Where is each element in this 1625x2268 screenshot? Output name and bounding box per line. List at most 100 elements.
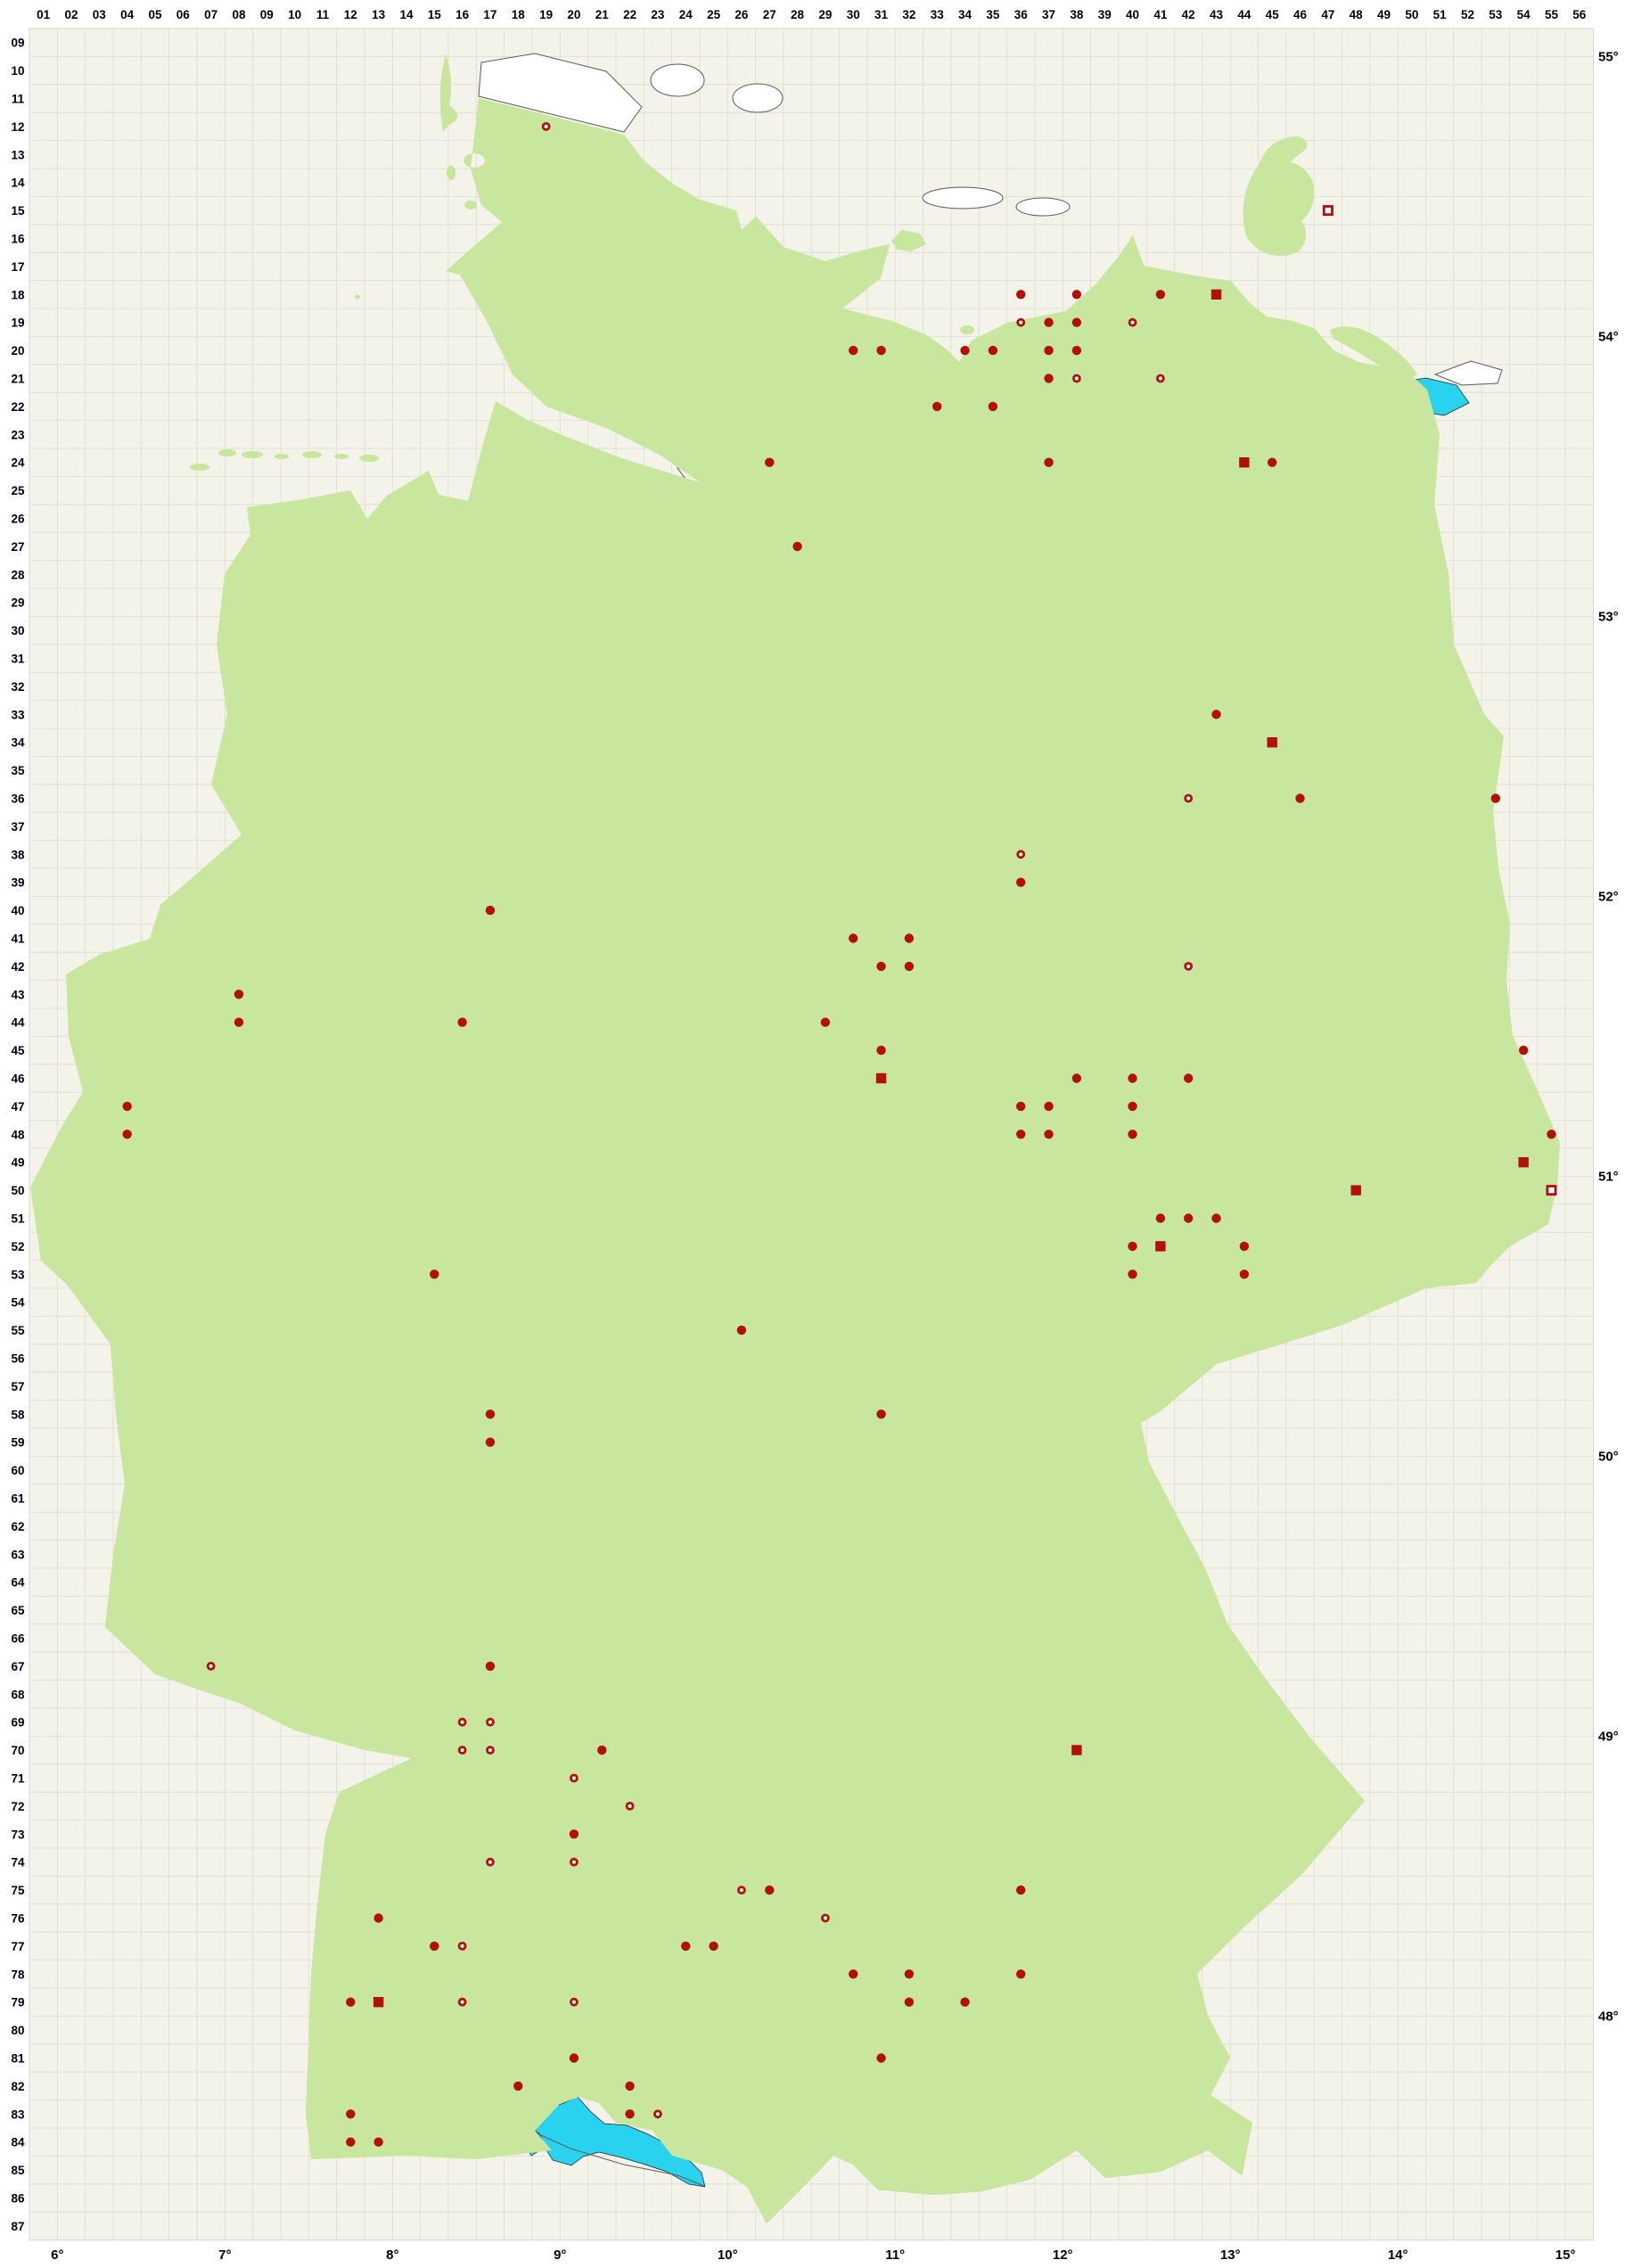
occurrence-marker-open-circle bbox=[1128, 317, 1137, 327]
grid-column-label: 38 bbox=[1070, 8, 1084, 21]
occurrence-marker-filled-circle bbox=[569, 1829, 579, 1839]
latitude-label: 49° bbox=[1598, 1729, 1619, 1744]
grid-row-label: 72 bbox=[11, 1800, 24, 1813]
occurrence-marker-open-circle bbox=[737, 1886, 746, 1895]
occurrence-marker-open-circle bbox=[457, 1746, 467, 1754]
grid-row-label: 78 bbox=[11, 1968, 25, 1981]
occurrence-marker-filled-circle bbox=[1071, 317, 1082, 327]
grid-row-label: 71 bbox=[11, 1772, 25, 1786]
occurrence-marker-open-circle bbox=[1016, 850, 1026, 859]
grid-column-label: 31 bbox=[874, 8, 889, 21]
longitude-label: 13° bbox=[1220, 2247, 1241, 2263]
occurrence-marker-filled-circle bbox=[960, 1997, 970, 2007]
grid-row-label: 20 bbox=[11, 344, 24, 357]
grid-row-label: 35 bbox=[11, 764, 25, 777]
occurrence-marker-filled-circle bbox=[1239, 1241, 1250, 1252]
grid-row-label: 13 bbox=[11, 148, 25, 161]
longitude-labels: 6° 7° 8° 9° 10° 11° 12° 13° 14° 15° bbox=[51, 2247, 1575, 2263]
grid-row-label: 67 bbox=[11, 1660, 24, 1673]
occurrence-marker-filled-circle bbox=[346, 2137, 356, 2147]
occurrence-marker-filled-circle bbox=[597, 1745, 607, 1755]
grid-column-label: 22 bbox=[623, 8, 636, 21]
grid-row-label: 73 bbox=[11, 1828, 25, 1841]
neighbour-coastlines bbox=[478, 53, 1503, 2187]
occurrence-marker-open-circle bbox=[486, 1746, 495, 1754]
grid-column-label: 19 bbox=[539, 8, 553, 21]
grid-row-label: 49 bbox=[11, 1156, 24, 1170]
occurrence-marker-filled-circle bbox=[1016, 290, 1026, 300]
grid-row-label: 55 bbox=[11, 1324, 25, 1337]
grid-column-label: 46 bbox=[1293, 8, 1308, 21]
grid-column-label: 33 bbox=[931, 8, 945, 21]
occurrence-marker-filled-circle bbox=[1267, 457, 1277, 467]
occurrence-marker-filled-circle bbox=[876, 2053, 886, 2063]
occurrence-marker-filled-circle bbox=[457, 1017, 467, 1027]
grid-column-label: 21 bbox=[595, 8, 610, 21]
occurrence-marker-open-square bbox=[1322, 205, 1334, 217]
latitude-label: 53° bbox=[1598, 609, 1619, 624]
grid-row-label: 66 bbox=[11, 1632, 25, 1646]
grid-row-label: 65 bbox=[11, 1604, 25, 1617]
occurrence-marker-filled-square bbox=[1518, 1157, 1529, 1168]
latitude-label: 48° bbox=[1598, 2009, 1619, 2024]
occurrence-marker-filled-circle bbox=[1183, 1213, 1194, 1223]
occurrence-marker-filled-circle bbox=[625, 2081, 635, 2091]
grid-row-label: 64 bbox=[11, 1576, 25, 1590]
grid-row-label: 38 bbox=[11, 848, 25, 861]
occurrence-marker-filled-circle bbox=[485, 905, 496, 916]
occurrence-marker-filled-circle bbox=[1044, 317, 1054, 327]
grid-row-label: 51 bbox=[11, 1212, 25, 1226]
grid-column-label: 03 bbox=[93, 8, 107, 21]
grid-column-label: 18 bbox=[512, 8, 526, 21]
grid-row-label: 56 bbox=[11, 1352, 25, 1366]
longitude-label: 15° bbox=[1555, 2247, 1576, 2263]
occurrence-marker-open-circle bbox=[457, 1941, 467, 1951]
occurrence-marker-open-circle bbox=[653, 2109, 662, 2119]
grid-row-label: 50 bbox=[11, 1184, 24, 1197]
occurrence-marker-filled-circle bbox=[904, 961, 915, 972]
occurrence-marker-filled-circle bbox=[876, 1045, 886, 1056]
grid-column-label: 34 bbox=[958, 8, 973, 21]
grid-row-label: 77 bbox=[11, 1940, 24, 1953]
grid-row-label: 11 bbox=[12, 93, 25, 106]
grid-row-label: 54 bbox=[11, 1296, 25, 1310]
occurrence-marker-open-circle bbox=[1016, 317, 1026, 327]
occurrence-marker-filled-circle bbox=[1211, 710, 1221, 719]
occurrence-marker-filled-circle bbox=[709, 1941, 718, 1952]
occurrence-marker-open-circle bbox=[625, 1802, 635, 1811]
occurrence-marker-filled-circle bbox=[736, 1325, 747, 1335]
grid-column-label: 30 bbox=[847, 8, 860, 21]
occurrence-marker-open-circle bbox=[486, 1717, 495, 1727]
grid-column-label: 07 bbox=[204, 8, 217, 21]
occurrence-marker-filled-circle bbox=[849, 1969, 858, 1979]
occurrence-marker-filled-circle bbox=[1044, 1130, 1054, 1139]
occurrence-marker-filled-circle bbox=[1016, 1885, 1026, 1895]
occurrence-marker-filled-circle bbox=[485, 1437, 496, 1447]
grid-column-label: 51 bbox=[1433, 8, 1448, 21]
grid-row-label: 85 bbox=[11, 2164, 25, 2177]
occurrence-marker-filled-circle bbox=[1183, 1073, 1194, 1083]
grid-row-label: 52 bbox=[11, 1240, 24, 1253]
grid-row-label: 62 bbox=[11, 1520, 24, 1533]
grid-row-label: 75 bbox=[11, 1884, 25, 1897]
grid-row-label: 82 bbox=[11, 2080, 24, 2093]
grid-column-label: 49 bbox=[1377, 8, 1391, 21]
occurrence-marker-filled-circle bbox=[234, 1017, 244, 1027]
grid-column-label: 54 bbox=[1517, 8, 1531, 21]
occurrence-marker-filled-circle bbox=[1016, 1969, 1026, 1979]
occurrence-marker-filled-circle bbox=[1155, 290, 1166, 300]
latitude-label: 54° bbox=[1598, 329, 1619, 344]
grid-row-label: 31 bbox=[11, 653, 25, 666]
occurrence-marker-filled-circle bbox=[960, 345, 970, 356]
occurrence-marker-filled-circle bbox=[346, 2109, 356, 2119]
grid-column-label: 52 bbox=[1461, 8, 1474, 21]
occurrence-marker-filled-circle bbox=[1071, 345, 1082, 356]
occurrence-marker-open-circle bbox=[1184, 793, 1194, 803]
occurrence-marker-filled-circle bbox=[765, 1885, 775, 1895]
grid-column-label: 45 bbox=[1266, 8, 1280, 21]
occurrence-marker-filled-circle bbox=[932, 401, 942, 412]
grid-column-label: 56 bbox=[1572, 8, 1587, 21]
grid-row-label: 34 bbox=[11, 736, 25, 750]
occurrence-marker-filled-circle bbox=[1044, 374, 1054, 383]
grid-row-label: 61 bbox=[11, 1492, 25, 1506]
